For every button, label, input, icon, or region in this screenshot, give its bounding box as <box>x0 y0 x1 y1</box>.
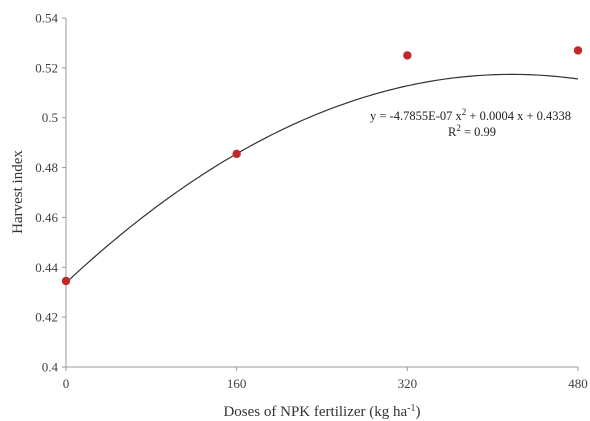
data-point <box>403 51 412 60</box>
trend-line <box>65 73 579 284</box>
y-tick-label: 0.48 <box>35 160 58 175</box>
y-tick-label: 0.54 <box>35 11 58 26</box>
y-tick-label: 0.42 <box>35 310 58 325</box>
x-tick-label: 320 <box>398 376 418 391</box>
x-axis-title: Doses of NPK fertilizer (kg ha-1) <box>223 403 420 420</box>
data-points <box>61 46 583 286</box>
data-point <box>61 276 71 286</box>
trend-equation: y = -4.7855E-07 x2 + 0.0004 x + 0.4338 <box>370 107 571 123</box>
data-point <box>573 46 583 55</box>
y-axis-ticks: 0.4 0.42 0.44 0.46 0.48 0.5 0.52 0.54 <box>35 11 66 375</box>
data-point <box>232 149 241 159</box>
x-tick-label: 160 <box>227 376 247 391</box>
y-tick-label: 0.5 <box>42 110 58 125</box>
y-tick-label: 0.46 <box>35 210 58 225</box>
x-tick-label: 0 <box>63 376 70 391</box>
y-tick-label: 0.52 <box>35 60 58 75</box>
x-tick-label: 480 <box>568 376 588 391</box>
y-axis-title: Harvest index <box>10 150 26 234</box>
y-tick-label: 0.4 <box>42 360 59 375</box>
y-tick-label: 0.44 <box>35 260 58 275</box>
x-axis-ticks: 0 160 320 480 <box>63 367 588 391</box>
r-squared: R2 = 0.99 <box>448 123 496 139</box>
